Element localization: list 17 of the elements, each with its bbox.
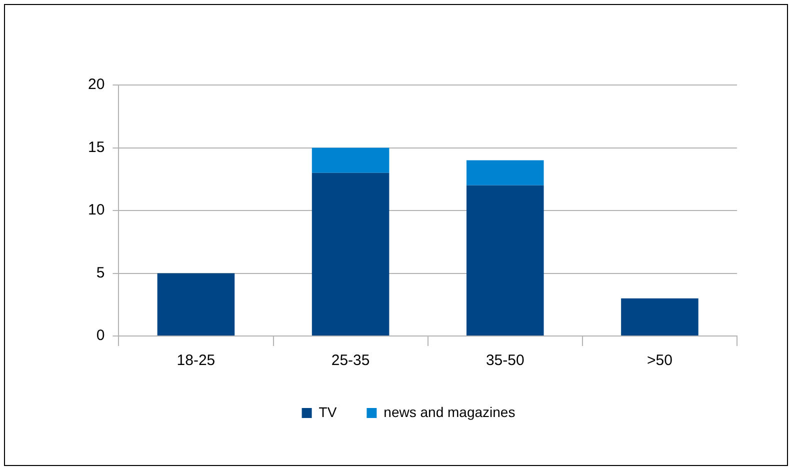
bar [466, 160, 544, 186]
y-tick-label: 20 [88, 76, 105, 94]
bar [312, 148, 390, 173]
y-tick-label: 0 [96, 327, 105, 344]
y-tick-label: 5 [96, 264, 105, 282]
x-tick-label: >50 [646, 352, 672, 370]
x-tick-label: 18-25 [176, 352, 216, 370]
y-tick-label: 15 [88, 138, 105, 156]
bar [157, 273, 235, 336]
bar [621, 298, 698, 336]
bar [466, 185, 544, 336]
bar [312, 172, 390, 336]
legend-label: TV [318, 404, 338, 420]
y-tick-label: 10 [88, 202, 105, 219]
legend-label: news and magazines [384, 404, 516, 420]
x-tick-label: 25-35 [331, 352, 370, 370]
x-tick-label: 35-50 [486, 352, 524, 370]
